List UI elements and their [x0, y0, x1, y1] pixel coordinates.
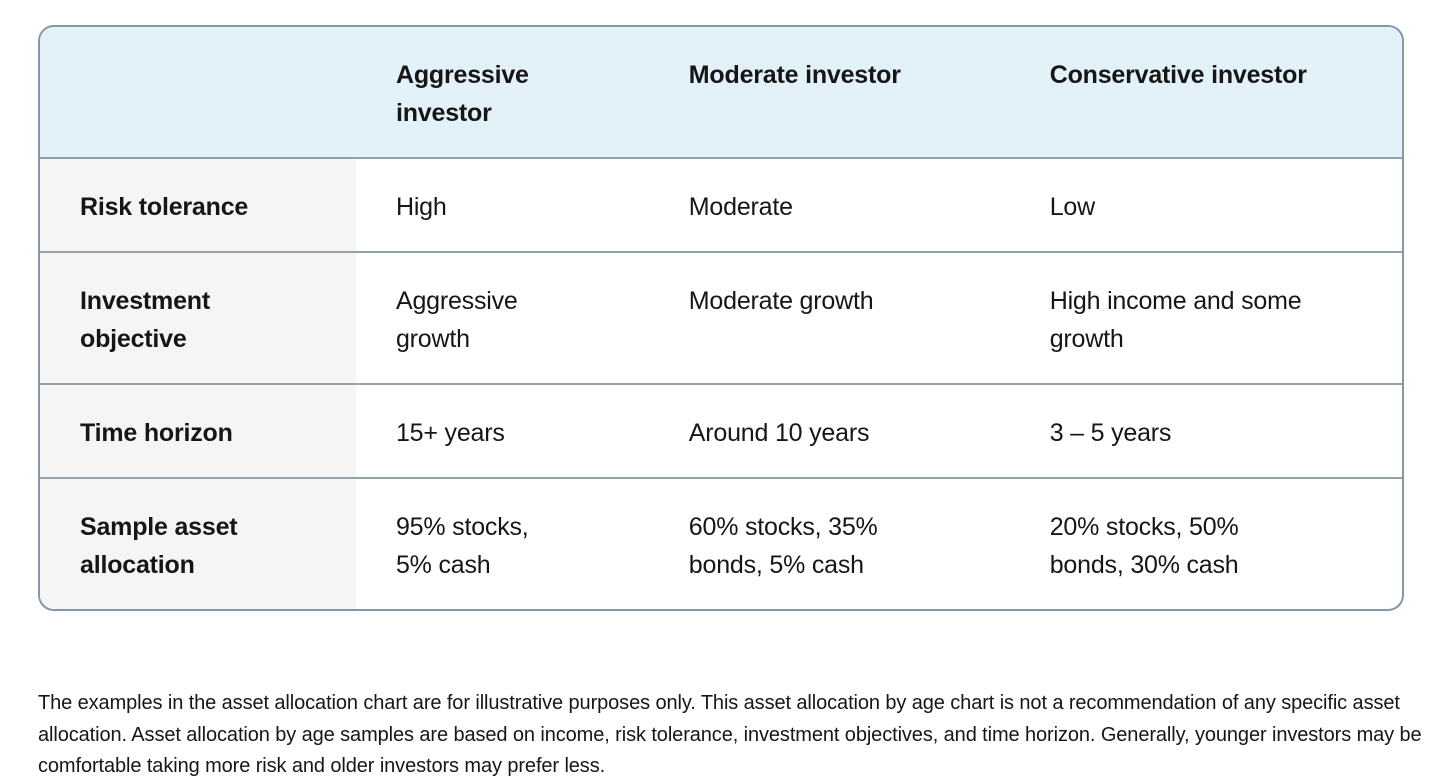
cell-time-horizon-conservative: 3 – 5 years — [1009, 383, 1402, 478]
header-conservative-investor: Conservative investor — [1009, 27, 1402, 158]
cell-sample-asset-allocation-moderate: 60% stocks, 35% bonds, 5% cash — [648, 477, 1010, 609]
row-label-time-horizon: Time horizon — [40, 383, 356, 478]
row-label-sample-asset-allocation: Sample asset allocation — [40, 477, 356, 609]
investor-comparison-card: Aggressive investor Moderate investor Co… — [38, 25, 1404, 611]
row-risk-tolerance: Risk tolerance High Moderate Low — [40, 157, 1402, 252]
row-label-risk-tolerance: Risk tolerance — [40, 157, 356, 252]
table-body: Risk tolerance High Moderate Low Investm… — [40, 157, 1402, 609]
row-investment-objective: Investment objective Aggressive growth M… — [40, 251, 1402, 384]
table-header-row: Aggressive investor Moderate investor Co… — [40, 27, 1402, 158]
cell-risk-tolerance-conservative: Low — [1009, 157, 1402, 252]
cell-sample-asset-allocation-conservative: 20% stocks, 50% bonds, 30% cash — [1009, 477, 1402, 609]
header-moderate-investor: Moderate investor — [648, 27, 1010, 158]
row-time-horizon: Time horizon 15+ years Around 10 years 3… — [40, 383, 1402, 478]
header-corner-cell — [40, 27, 356, 158]
cell-investment-objective-moderate: Moderate growth — [648, 251, 1010, 384]
cell-risk-tolerance-aggressive: High — [355, 157, 649, 252]
row-label-investment-objective: Investment objective — [40, 251, 356, 384]
cell-time-horizon-moderate: Around 10 years — [648, 383, 1010, 478]
disclaimer-text: The examples in the asset allocation cha… — [38, 692, 1422, 776]
cell-investment-objective-aggressive: Aggressive growth — [355, 251, 649, 384]
cell-investment-objective-conservative: High income and some growth — [1009, 251, 1402, 384]
cell-risk-tolerance-moderate: Moderate — [648, 157, 1010, 252]
cell-sample-asset-allocation-aggressive: 95% stocks, 5% cash — [355, 477, 649, 609]
investor-comparison-table: Aggressive investor Moderate investor Co… — [40, 27, 1402, 609]
cell-time-horizon-aggressive: 15+ years — [355, 383, 649, 478]
row-sample-asset-allocation: Sample asset allocation 95% stocks, 5% c… — [40, 477, 1402, 609]
table-header: Aggressive investor Moderate investor Co… — [40, 27, 1402, 158]
header-aggressive-investor: Aggressive investor — [355, 27, 649, 158]
